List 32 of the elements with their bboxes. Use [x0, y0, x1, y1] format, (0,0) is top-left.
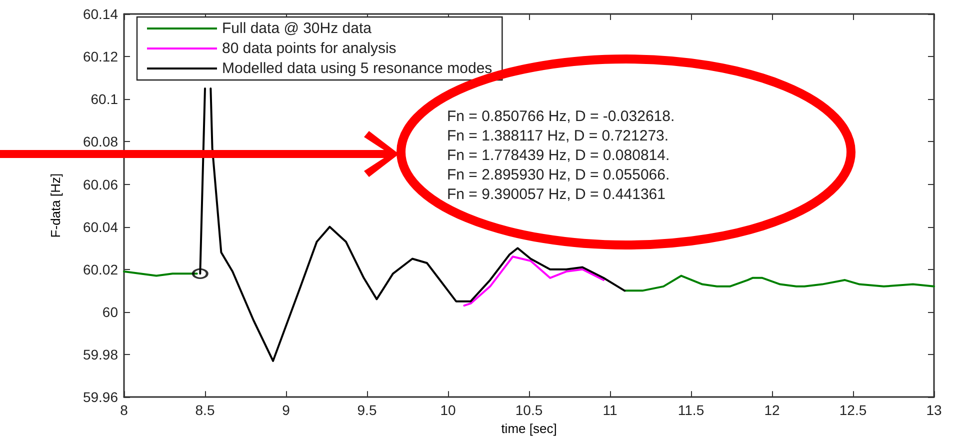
- legend-label: 80 data points for analysis: [222, 40, 396, 57]
- y-tick-label: 59.96: [82, 389, 118, 406]
- x-tick-label: 9: [282, 402, 290, 418]
- y-tick-label: 60.12: [82, 48, 118, 65]
- x-axis-title: time [sec]: [501, 421, 557, 436]
- legend-label: Full data @ 30Hz data: [222, 20, 372, 37]
- x-tick-label: 13: [926, 402, 942, 418]
- x-tick-label: 12: [764, 402, 780, 418]
- annotation: Fn = 0.850766 Hz, D = -0.032618.: [447, 108, 675, 125]
- x-tick-label: 11.5: [678, 402, 704, 418]
- x-tick-label: 9.5: [357, 402, 377, 418]
- y-tick-label: 60.08: [82, 134, 118, 150]
- x-tick-label: 11: [602, 402, 618, 418]
- y-tick-label: 59.98: [82, 346, 118, 363]
- y-tick-label: 60.1: [90, 91, 118, 108]
- annotation: Fn = 1.778439 Hz, D = 0.080814.: [447, 147, 670, 164]
- y-tick-label: 60.04: [82, 218, 118, 235]
- x-tick-label: 12.5: [839, 402, 867, 418]
- y-tick-label: 60: [102, 304, 118, 320]
- x-tick-label: 10.5: [515, 402, 543, 418]
- line-series: [463, 256, 605, 307]
- legend-label: Modelled data using 5 resonance modes: [222, 60, 492, 77]
- x-tick-label: 10: [440, 402, 456, 418]
- x-tick-label: 8: [120, 402, 128, 418]
- annotation: Fn = 2.895930 Hz, D = 0.055066.: [447, 166, 670, 184]
- y-tick-label: 60.14: [82, 6, 118, 22]
- annotation: Fn = 9.390057 Hz, D = 0.441361: [447, 186, 666, 203]
- y-axis-title: F-data [Hz]: [48, 173, 63, 238]
- y-tick-label: 60.06: [82, 176, 118, 192]
- annotation: Fn = 1.388117 Hz, D = 0.721273.: [447, 128, 669, 144]
- y-tick-label: 60.02: [82, 261, 118, 278]
- x-tick-label: 8.5: [195, 402, 215, 418]
